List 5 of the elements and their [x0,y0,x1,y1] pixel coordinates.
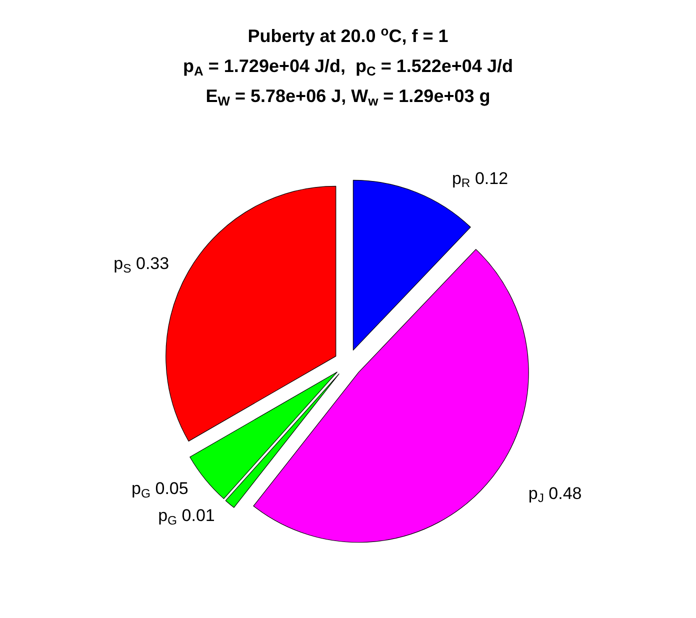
data-label: 0.12 [470,168,508,188]
data-label: 0.48 [544,484,582,503]
data-label: 0.05 [150,479,188,498]
data-label: 0.01 [177,506,215,526]
data-label: 0.33 [131,254,170,274]
